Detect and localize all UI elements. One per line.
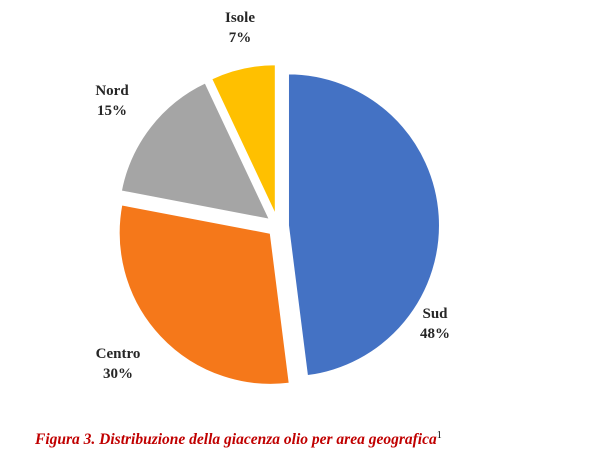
slice-value-label: 30% — [103, 366, 133, 382]
caption-note: 1 — [437, 430, 442, 441]
pie-slice — [117, 203, 291, 386]
slice-label: Nord — [95, 83, 129, 99]
slice-value-label: 7% — [229, 30, 252, 46]
pie-slice — [286, 72, 441, 378]
slice-label: Sud — [422, 306, 448, 322]
caption: Figura 3. Distribuzione della giacenza o… — [34, 430, 442, 448]
slice-label: Centro — [96, 346, 141, 362]
slice-value-label: 15% — [97, 103, 127, 119]
pie-slice — [209, 63, 277, 217]
slice-label: Isole — [225, 10, 255, 26]
caption-text: Figura 3. Distribuzione della giacenza o… — [34, 431, 437, 448]
pie — [117, 63, 441, 386]
pie-slice — [119, 81, 272, 222]
slice-value-label: 48% — [420, 326, 450, 342]
